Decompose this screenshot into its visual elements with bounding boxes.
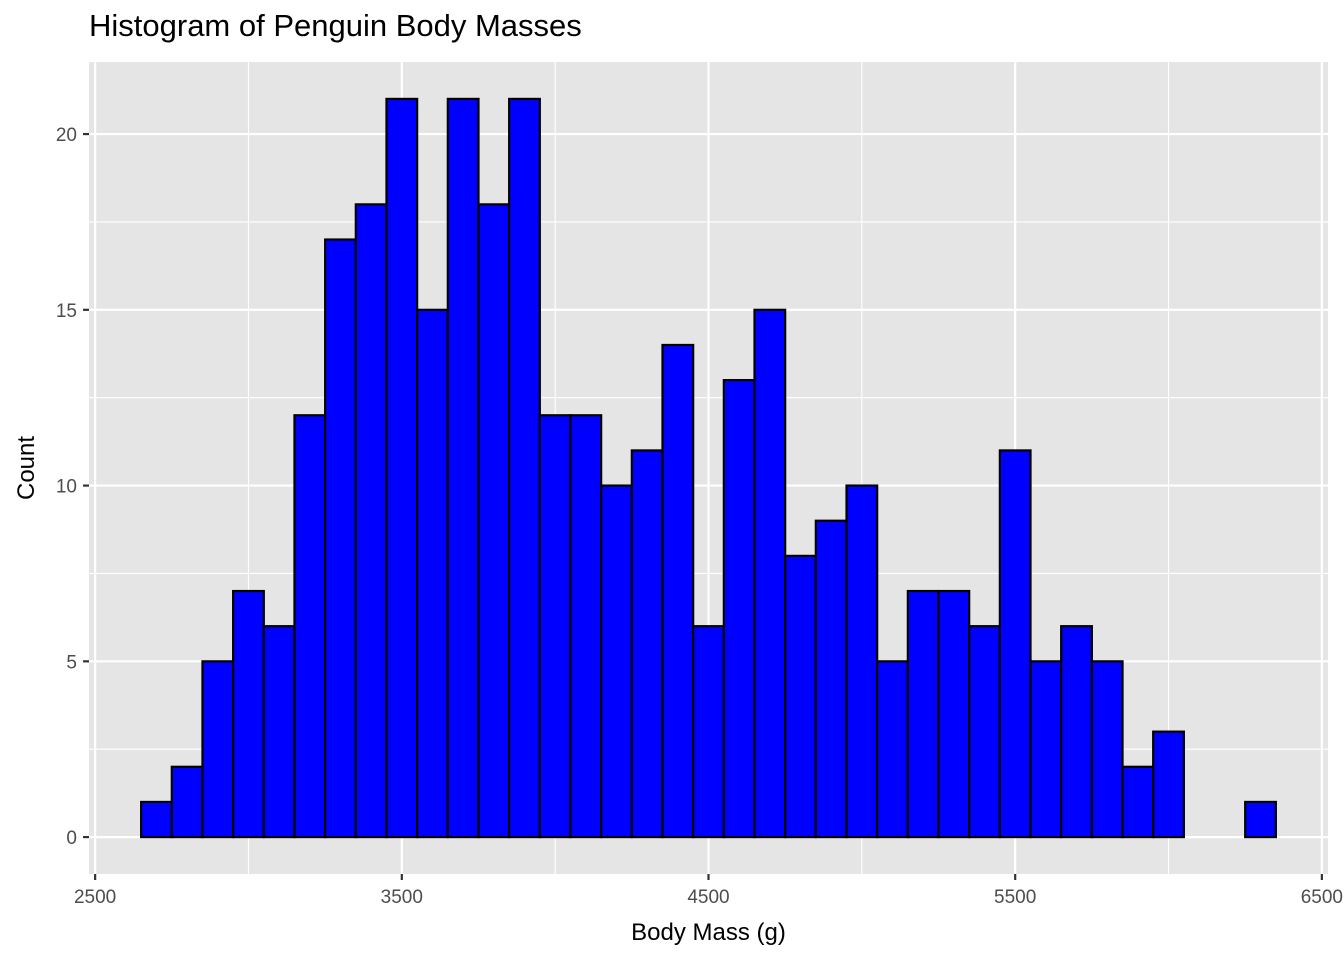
- histogram-bar: [692, 625, 725, 839]
- x-tick-label: 3500: [381, 887, 423, 908]
- histogram-bar: [968, 625, 1001, 839]
- x-tick-label: 5500: [994, 887, 1036, 908]
- histogram-bar: [293, 414, 327, 839]
- histogram-bar: [262, 625, 296, 839]
- histogram-bar: [998, 449, 1032, 839]
- histogram-bar: [1152, 730, 1185, 839]
- x-axis: 2500 3500 4500 5500 6500: [74, 874, 1343, 908]
- histogram-bar: [1244, 800, 1277, 839]
- histogram-bar: [1090, 660, 1124, 839]
- histogram-bar: [661, 343, 695, 839]
- histogram-bar: [170, 765, 204, 839]
- x-axis-label: Body Mass (g): [631, 919, 786, 946]
- chart-title: Histogram of Penguin Body Masses: [89, 8, 582, 43]
- histogram-bar: [477, 203, 511, 839]
- histogram-bar: [140, 800, 173, 839]
- histogram-bar: [937, 589, 971, 839]
- x-tick-label: 6500: [1301, 887, 1343, 908]
- histogram-bar: [1060, 625, 1093, 839]
- y-tick-label: 10: [56, 477, 77, 498]
- histogram-bar: [538, 414, 572, 839]
- histogram-bar: [600, 484, 633, 839]
- histogram-bar: [845, 484, 879, 839]
- histogram-bar: [1121, 765, 1155, 839]
- histogram-bar: [232, 589, 265, 839]
- histogram-bar: [324, 238, 357, 839]
- y-axis: 0 5 10 15 20: [56, 125, 89, 849]
- y-axis-label: Count: [13, 436, 40, 500]
- histogram-bar: [814, 519, 848, 839]
- histogram-bar: [446, 97, 480, 839]
- histogram-bar: [722, 379, 756, 839]
- y-tick-label: 20: [56, 125, 77, 146]
- histogram-bar: [1029, 660, 1063, 839]
- y-tick-label: 5: [66, 652, 77, 673]
- histogram-bar: [906, 589, 940, 839]
- histogram-bar: [385, 97, 419, 839]
- x-tick-label: 4500: [687, 887, 729, 908]
- histogram-bar: [630, 449, 664, 839]
- histogram-bars: [140, 97, 1277, 839]
- x-tick-label: 2500: [74, 887, 116, 908]
- histogram-bar: [508, 97, 541, 839]
- histogram-bar: [201, 660, 235, 839]
- histogram-bar: [569, 414, 603, 839]
- y-tick-label: 15: [56, 301, 77, 322]
- histogram-bar: [354, 203, 388, 839]
- histogram-bar: [784, 554, 817, 839]
- histogram-bar: [753, 308, 787, 839]
- histogram-bar: [876, 660, 909, 839]
- histogram-bar: [416, 308, 449, 839]
- y-tick-label: 0: [66, 828, 77, 849]
